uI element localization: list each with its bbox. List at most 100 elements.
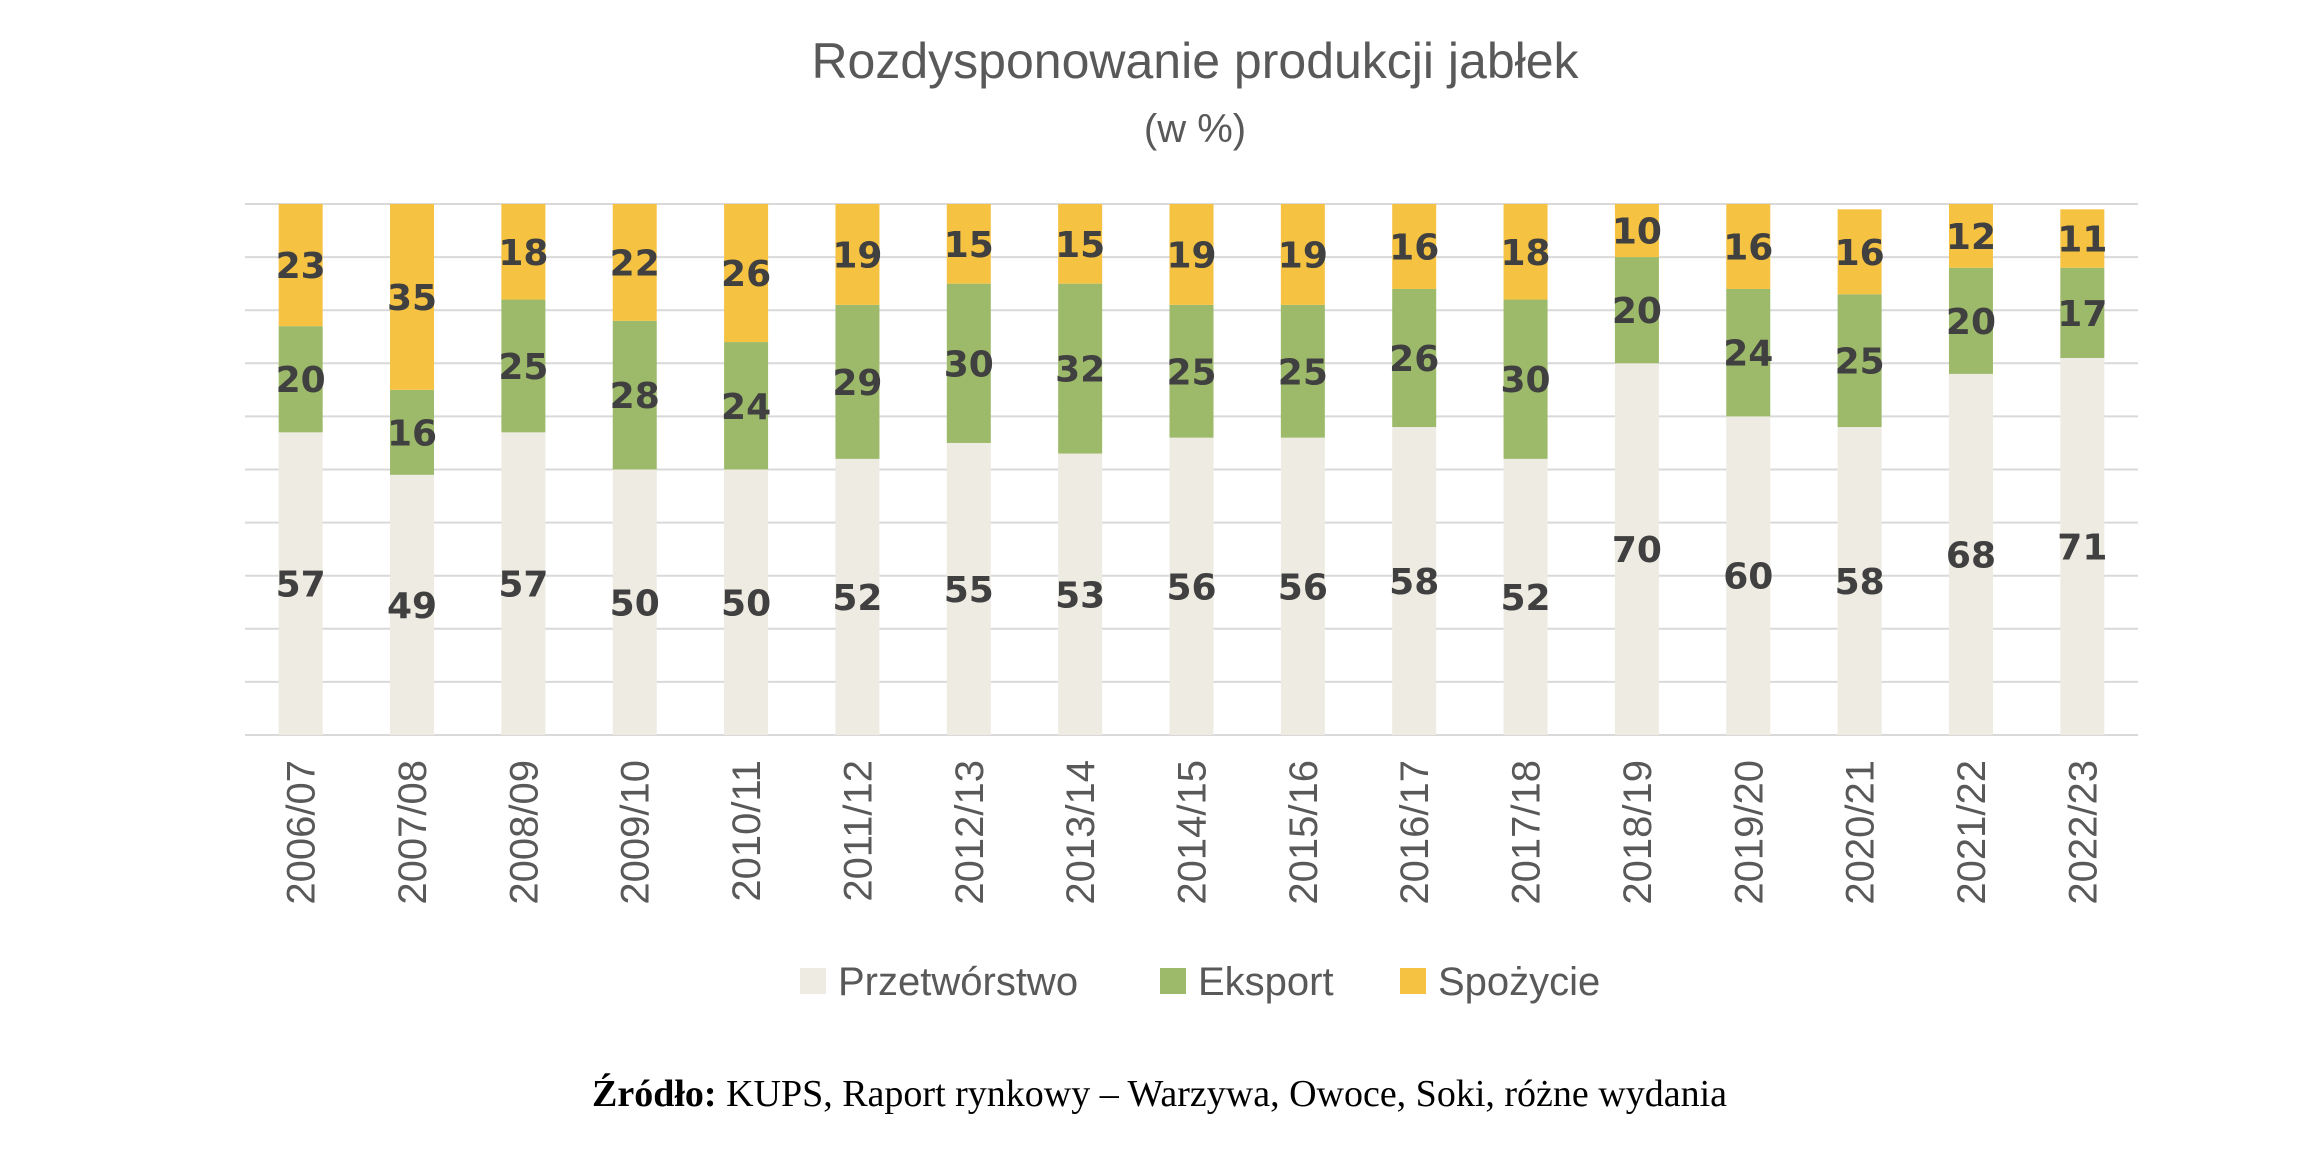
bar-spożycie xyxy=(1058,204,1103,284)
data-label: 12 xyxy=(1946,217,1996,258)
data-label: 60 xyxy=(1723,557,1773,598)
bar-przetwórstwo xyxy=(1503,458,1548,735)
bar-spożycie xyxy=(1948,204,1993,268)
bar-spożycie xyxy=(2060,209,2105,268)
bar-eksport xyxy=(835,304,880,459)
bar-eksport xyxy=(501,299,546,433)
x-tick-label: 2017/18 xyxy=(1505,760,1549,905)
x-tick-label: 2016/17 xyxy=(1393,760,1437,905)
data-label: 26 xyxy=(721,254,771,295)
bar-spożycie xyxy=(1280,204,1325,305)
data-label: 56 xyxy=(1166,567,1216,608)
data-label: 71 xyxy=(2057,527,2107,568)
bar-przetwórstwo xyxy=(1280,437,1325,735)
bar-eksport xyxy=(1169,304,1214,438)
data-label: 18 xyxy=(498,233,548,274)
chart-subtitle: (w %) xyxy=(1144,107,1246,151)
data-label: 30 xyxy=(1501,360,1551,401)
data-label: 17 xyxy=(2057,294,2107,335)
data-label: 16 xyxy=(1835,233,1885,274)
bar-spożycie xyxy=(278,204,323,327)
x-tick-label: 2012/13 xyxy=(948,760,992,905)
data-label: 23 xyxy=(276,246,326,287)
data-label: 50 xyxy=(610,583,660,624)
data-label: 57 xyxy=(498,565,548,606)
bar-eksport xyxy=(278,326,323,433)
x-tick-label: 2011/12 xyxy=(836,760,880,902)
x-axis-ticks: 2006/07 2007/08 2008/09 2009/10 2010/11 2011/… xyxy=(280,760,2106,905)
data-label: 57 xyxy=(276,565,326,606)
bar-spożycie xyxy=(1614,204,1659,258)
bar-przetwórstwo xyxy=(724,469,769,735)
bar-eksport xyxy=(612,320,657,470)
bar-przetwórstwo xyxy=(1169,437,1214,735)
source-text: KUPS, Raport rynkowy – Warzywa, Owoce, S… xyxy=(716,1073,1727,1115)
bar-spożycie xyxy=(1169,204,1214,305)
data-label: 68 xyxy=(1946,535,1996,576)
x-tick-label: 2020/21 xyxy=(1839,760,1883,905)
data-label: 20 xyxy=(1612,291,1662,332)
data-label: 29 xyxy=(832,363,882,404)
bar-przetwórstwo xyxy=(1726,416,1771,735)
data-label: 15 xyxy=(1055,225,1105,266)
bar-eksport xyxy=(1948,267,1993,374)
legend-swatch xyxy=(1160,968,1186,994)
legend-label: Przetwórstwo xyxy=(838,960,1078,1004)
data-label: 55 xyxy=(944,570,994,611)
legend-swatch xyxy=(800,968,826,994)
bar-przetwórstwo xyxy=(1837,427,1882,735)
bar-spożycie xyxy=(612,204,657,321)
data-label: 49 xyxy=(387,586,437,627)
chart: Rozdysponowanie produkcji jabłek (w %) 5… xyxy=(245,33,2138,1004)
data-label: 56 xyxy=(1278,567,1328,608)
data-label: 20 xyxy=(1946,302,1996,343)
data-label: 20 xyxy=(276,360,326,401)
x-tick-label: 2021/22 xyxy=(1950,760,1994,905)
legend-item: Spożycie xyxy=(1400,960,1600,1004)
legend-item: Przetwórstwo xyxy=(800,960,1078,1004)
legend-swatch xyxy=(1400,968,1426,994)
data-label: 25 xyxy=(498,347,548,388)
bar-przetwórstwo xyxy=(2060,357,2105,735)
data-label: 28 xyxy=(610,376,660,417)
bar-przetwórstwo xyxy=(501,432,546,735)
data-label: 25 xyxy=(1835,342,1885,383)
bar-eksport xyxy=(1503,299,1548,459)
bar-eksport xyxy=(946,283,991,443)
x-tick-label: 2010/11 xyxy=(725,760,769,902)
data-label: 50 xyxy=(721,583,771,624)
bar-przetwórstwo xyxy=(612,469,657,735)
data-label: 10 xyxy=(1612,212,1662,253)
bar-przetwórstwo xyxy=(1392,427,1437,735)
x-tick-label: 2018/19 xyxy=(1616,760,1660,905)
bar-eksport xyxy=(1614,257,1659,364)
data-label: 19 xyxy=(1278,235,1328,276)
bar-eksport xyxy=(724,342,769,470)
bar-eksport xyxy=(2060,267,2105,358)
x-tick-label: 2019/20 xyxy=(1727,760,1771,905)
data-label: 32 xyxy=(1055,350,1105,391)
data-label: 58 xyxy=(1835,562,1885,603)
data-label: 11 xyxy=(2057,220,2107,261)
bar-spożycie xyxy=(724,204,769,343)
bar-przetwórstwo xyxy=(946,442,991,735)
bar-spożycie xyxy=(390,204,435,390)
data-label: 24 xyxy=(1723,334,1773,375)
bar-eksport xyxy=(1058,283,1103,454)
data-label: 70 xyxy=(1612,530,1662,571)
bar-spożycie xyxy=(501,204,546,300)
legend-item: Eksport xyxy=(1160,960,1334,1004)
bar-eksport xyxy=(1726,288,1771,417)
data-labels: 57 20 23 49 16 35 57 25 18 50 28 22 50 24 26 52 29 19 55 30… xyxy=(276,212,2108,627)
bar-przetwórstwo xyxy=(390,474,435,735)
bar-spożycie xyxy=(1837,209,1882,295)
data-label: 53 xyxy=(1055,575,1105,616)
bar-przetwórstwo xyxy=(278,432,323,735)
bar-eksport xyxy=(1392,288,1437,428)
chart-title: Rozdysponowanie produkcji jabłek xyxy=(811,33,1579,89)
bar-eksport xyxy=(390,389,435,475)
data-label: 25 xyxy=(1166,352,1216,393)
data-label: 22 xyxy=(610,243,660,284)
data-label: 30 xyxy=(944,344,994,385)
bar-spożycie xyxy=(835,204,880,305)
